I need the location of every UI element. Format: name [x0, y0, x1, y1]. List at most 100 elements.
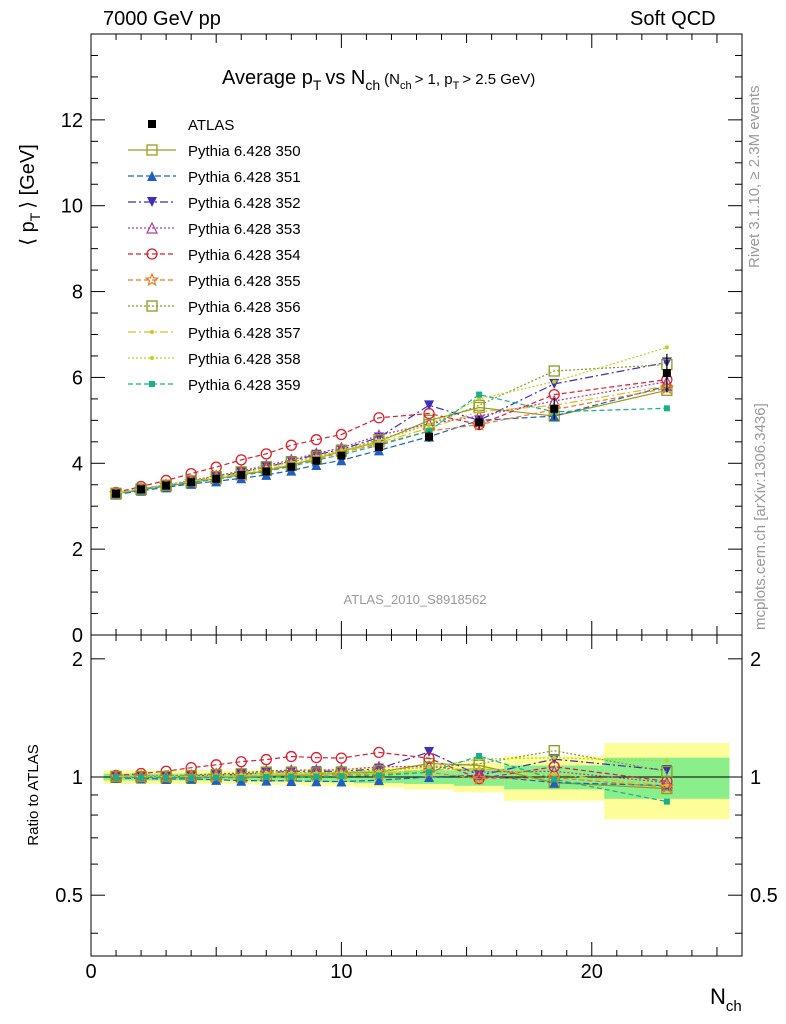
series-5-ratio-point: [285, 750, 297, 763]
series-5-ratio-point: [185, 762, 197, 774]
legend-marker-8: [150, 330, 154, 334]
series-10-ratio-point: [313, 773, 320, 780]
series-5-main-point: [285, 439, 297, 451]
series-2-ratio-point: [549, 777, 560, 788]
title-part-4: ch: [365, 77, 380, 93]
title-part-3: vs N: [325, 67, 365, 89]
series-9-main-point: [339, 448, 344, 453]
series-9-main-line: [115, 346, 668, 494]
legend-label-2: Pythia 6.428 351: [188, 169, 301, 186]
header-right: Soft QCD: [630, 8, 716, 30]
series-9-main-point: [664, 345, 669, 350]
data-point: [312, 456, 321, 465]
series-5-main-point: [423, 407, 435, 420]
series-10-ratio-point: [163, 774, 170, 781]
svg-text:⟨ pT⟩ [GeV]: ⟨ pT ⟩ [GeV]: [17, 144, 43, 246]
series-3-ratio-line: [116, 751, 667, 778]
title-part-6: ch: [400, 80, 412, 92]
data-point: [212, 474, 221, 483]
series-8-main-point: [477, 409, 482, 414]
legend-label-1: Pythia 6.428 350: [188, 143, 301, 160]
series-10-ratio-point: [476, 752, 483, 759]
title-part-1: Average p: [222, 67, 313, 89]
series-10-main-point: [426, 428, 433, 435]
series-10-ratio-point: [663, 798, 670, 805]
xlabel-main: N: [710, 984, 726, 1009]
series-10-ratio-point: [551, 776, 558, 783]
ratio-y-tick-label-right: 1: [750, 767, 761, 789]
legend-marker-3: [147, 197, 157, 207]
series-8-main-line: [115, 385, 668, 494]
ylabel-main-post: ⟩ [GeV]: [17, 144, 39, 209]
data-point: [425, 432, 434, 441]
series-2-ratio-point: [286, 775, 297, 786]
series-3-main-point: [424, 400, 435, 411]
ylabel-main: ⟨ pT ⟩ [GeV]: [17, 144, 43, 246]
data-point: [550, 404, 559, 413]
main-y-tick-label: 12: [61, 110, 83, 132]
analysis-label: ATLAS_2010_S8918562: [344, 592, 487, 607]
series-7-ratio-point: [661, 765, 673, 778]
series-10-ratio-point: [238, 774, 245, 781]
series-10-ratio-line: [116, 755, 668, 803]
series-7-main-point: [548, 365, 560, 377]
series-9-ratio-point: [552, 755, 557, 760]
legend-atlas-label: ATLAS: [188, 117, 234, 134]
series-2-ratio-point: [424, 772, 435, 783]
main-y-tick-label: 0: [72, 625, 83, 647]
x-tick-label: 20: [581, 961, 603, 983]
series-2-ratio-point: [261, 775, 272, 786]
header-left: 7000 GeV pp: [103, 8, 221, 30]
legend-label-8: Pythia 6.428 357: [188, 325, 301, 342]
series-6-ratio-point: [471, 771, 487, 785]
legend-marker-2: [147, 171, 157, 181]
series-7-ratio-point: [548, 745, 560, 757]
series-10-main-point: [663, 405, 670, 412]
series-10-ratio-point: [375, 772, 382, 779]
legend-marker-6: [144, 272, 160, 287]
legend-label-6: Pythia 6.428 355: [188, 273, 301, 290]
series-5-ratio-point: [373, 746, 385, 759]
series-2-main-point: [336, 455, 347, 466]
series-9-ratio-point: [427, 764, 432, 769]
series-10-main-point: [476, 391, 483, 398]
series-8-ratio-point: [477, 766, 482, 771]
ratio-y-tick-label: 0.5: [55, 885, 83, 907]
legend-marker-1: [146, 144, 158, 156]
ratio-y-tick-label: 1: [72, 767, 83, 789]
data-point: [262, 467, 271, 476]
ylabel-main-sub: T: [27, 212, 43, 221]
ratio-y-tick-label-right: 2: [750, 649, 761, 671]
legend-marker-7: [146, 300, 158, 312]
x-tick-label: 10: [330, 961, 352, 983]
data-point: [162, 481, 171, 490]
data-point: [112, 489, 121, 498]
chart-title: Average pT vs Nch (Nch > 1, pT > 2.5 GeV): [222, 67, 535, 93]
main-y-tick-label: 10: [61, 196, 83, 218]
series-5-ratio-line: [115, 751, 667, 782]
legend-label-4: Pythia 6.428 353: [188, 221, 301, 238]
xlabel-sub: ch: [726, 998, 742, 1015]
series-10-ratio-point: [288, 773, 295, 780]
series-5-main-point: [335, 428, 348, 441]
title-part-7: > 1, p: [415, 71, 453, 88]
series-7-main-line: [115, 364, 667, 494]
series-8-ratio-point: [552, 772, 557, 777]
series-10-ratio-point: [138, 774, 145, 781]
ylabel-ratio: Ratio to ATLAS: [25, 744, 42, 845]
series-10-ratio-point: [263, 774, 270, 781]
ylabel-main-pre: ⟨ p: [17, 221, 39, 245]
series-5-main-point: [373, 412, 385, 424]
data-point: [374, 442, 383, 451]
xlabel: Nch: [710, 984, 742, 1015]
series-9-main-point: [376, 438, 381, 443]
ratio-y-tick-label-right: 0.5: [750, 885, 778, 907]
series-5-main-line: [115, 379, 667, 494]
series-5-ratio-point: [310, 751, 322, 764]
legend-marker-5: [146, 248, 158, 260]
series-10-ratio-point: [338, 773, 345, 780]
series-9-main-point: [427, 422, 432, 427]
series-9-main-point: [477, 396, 482, 401]
series-7-main-point: [135, 483, 147, 495]
